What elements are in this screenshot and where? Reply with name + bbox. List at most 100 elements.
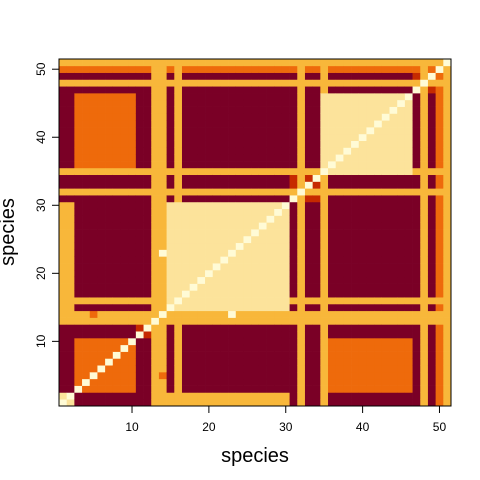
heatmap-cell [420, 201, 429, 210]
heatmap-cell [351, 385, 360, 393]
heatmap-cell [328, 303, 337, 312]
heatmap-cell [251, 93, 260, 101]
heatmap-cell [289, 161, 298, 169]
heatmap-cell [89, 133, 98, 141]
heatmap-cell [89, 310, 98, 318]
heatmap-cell [59, 79, 68, 87]
heatmap-cell [135, 140, 144, 148]
heatmap-cell [158, 222, 167, 230]
heatmap-cell [243, 113, 252, 121]
heatmap-cell [258, 324, 267, 332]
heatmap-cell [351, 358, 360, 366]
heatmap-cell [251, 86, 260, 94]
heatmap-cell [220, 65, 229, 73]
heatmap-cell [181, 195, 191, 203]
heatmap-cell [404, 371, 413, 380]
heatmap-cell [120, 337, 129, 346]
heatmap-cell [228, 208, 237, 216]
heatmap-cell [412, 242, 421, 250]
heatmap-cell [404, 365, 413, 373]
heatmap-cell [189, 297, 198, 305]
heatmap-cell [435, 344, 444, 352]
heatmap-cell [420, 235, 429, 244]
heatmap-cell [59, 65, 68, 73]
heatmap-cell [158, 235, 167, 244]
heatmap-cell [258, 215, 267, 223]
heatmap-cell [328, 188, 337, 196]
heatmap-cell [297, 344, 306, 352]
heatmap-cell [174, 297, 183, 305]
heatmap-cell [427, 371, 436, 380]
heatmap-cell [97, 86, 106, 94]
heatmap-cell [189, 120, 198, 128]
heatmap-cell [181, 269, 191, 278]
heatmap-cell [66, 297, 75, 305]
heatmap-cell [243, 154, 252, 162]
heatmap-cell [343, 242, 352, 250]
heatmap-cell [281, 215, 290, 223]
heatmap-cell [243, 351, 252, 359]
heatmap-cell [89, 324, 98, 332]
heatmap-cell [366, 392, 375, 400]
heatmap-cell [212, 310, 221, 318]
heatmap-cell [105, 331, 114, 339]
heatmap-cell [174, 147, 183, 155]
heatmap-cell [328, 392, 337, 400]
heatmap-cell [358, 113, 367, 121]
heatmap-cell [297, 174, 306, 182]
heatmap-cell [228, 65, 237, 73]
heatmap-cell [128, 174, 137, 182]
heatmap-cell [243, 256, 252, 264]
heatmap-cell [266, 229, 275, 237]
heatmap-cell [435, 195, 444, 203]
heatmap-cell [243, 106, 252, 114]
heatmap-cell [135, 208, 144, 216]
heatmap-cell [174, 324, 183, 332]
heatmap-cell [166, 140, 175, 148]
heatmap-cell [166, 324, 175, 332]
heatmap-cell [112, 99, 121, 107]
heatmap-cell [351, 256, 360, 264]
heatmap-cell [105, 303, 114, 312]
heatmap-cell [374, 93, 383, 101]
heatmap-cell [351, 235, 360, 244]
heatmap-cell [320, 93, 329, 101]
heatmap-cell [66, 195, 75, 203]
heatmap-cell [151, 337, 160, 346]
heatmap-cell [120, 127, 129, 135]
heatmap-cell [112, 399, 121, 407]
heatmap-cell [404, 93, 413, 101]
heatmap-cell [228, 133, 237, 141]
heatmap-cell [251, 392, 260, 400]
heatmap-cell [59, 208, 68, 216]
heatmap-cell [120, 358, 129, 366]
heatmap-cell [335, 351, 344, 359]
heatmap-cell [97, 399, 106, 407]
heatmap-cell [243, 195, 252, 203]
heatmap-cell [404, 378, 413, 386]
heatmap-cell [197, 59, 206, 67]
heatmap-cell [266, 337, 275, 346]
heatmap-cell [443, 113, 452, 121]
heatmap-cell [335, 59, 344, 67]
heatmap-cell [205, 290, 214, 298]
heatmap-cell [74, 59, 83, 67]
heatmap-cell [435, 324, 444, 332]
heatmap-cell [105, 283, 114, 291]
heatmap-cell [389, 283, 398, 291]
heatmap-cell [328, 263, 337, 271]
heatmap-cell [374, 181, 383, 189]
heatmap-cell [297, 297, 306, 305]
heatmap-cell [389, 344, 398, 352]
heatmap-cell [266, 269, 275, 278]
heatmap-cell [351, 147, 360, 155]
heatmap-cell [158, 154, 167, 162]
heatmap-cell [358, 86, 367, 94]
heatmap-cell [97, 229, 106, 237]
heatmap-cell [251, 215, 260, 223]
heatmap-cell [304, 133, 313, 141]
heatmap-cell [174, 283, 183, 291]
heatmap-cell [243, 242, 252, 250]
heatmap-cell [74, 371, 83, 380]
heatmap-cell [220, 59, 229, 67]
